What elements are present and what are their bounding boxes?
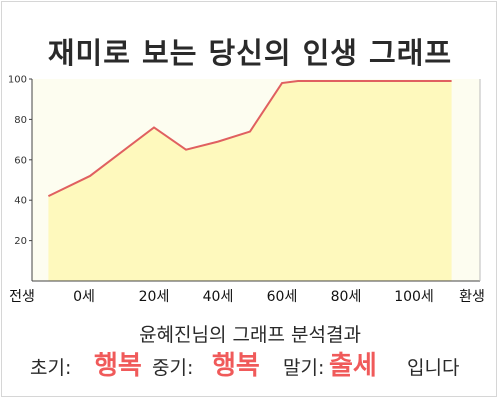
x-tick-label: 100세 xyxy=(394,289,434,305)
result-suffix: 입니다 xyxy=(407,357,460,379)
page-title: 재미로 보는 당신의 인생 그래프 xyxy=(47,36,453,70)
mid-label: 중기: xyxy=(152,357,194,379)
y-tick-label: 100 xyxy=(8,75,27,86)
mid-value: 행복 xyxy=(212,351,260,381)
x-tick-label: 40세 xyxy=(203,289,234,305)
life-graph-chart: 20 40 60 80 100 전생 0세 20세 40세 60세 80세 100세 환생 xyxy=(8,75,485,306)
result-heading: 윤혜진님의 그래프 분석결과 xyxy=(139,324,361,346)
x-tick-label: 20세 xyxy=(139,289,170,305)
x-tick-label: 0세 xyxy=(73,289,95,305)
x-tick-label: 80세 xyxy=(331,289,362,305)
late-label: 말기: xyxy=(283,357,325,379)
y-tick-label: 80 xyxy=(14,115,27,126)
x-tick-label: 환생 xyxy=(459,289,485,305)
life-area xyxy=(48,81,452,282)
x-tick-label: 60세 xyxy=(267,289,298,305)
early-value: 행복 xyxy=(94,351,142,381)
y-tick-label: 40 xyxy=(14,196,27,207)
y-tick-label: 20 xyxy=(14,236,27,247)
result-summary: 초기: 행복 중기: 행복 말기: 출세 입니다 xyxy=(0,345,500,381)
early-label: 초기: xyxy=(30,357,72,379)
life-line xyxy=(47,80,452,198)
y-tick-label: 60 xyxy=(14,155,27,166)
x-tick-label: 전생 xyxy=(9,289,35,305)
late-value: 출세 xyxy=(329,351,377,381)
